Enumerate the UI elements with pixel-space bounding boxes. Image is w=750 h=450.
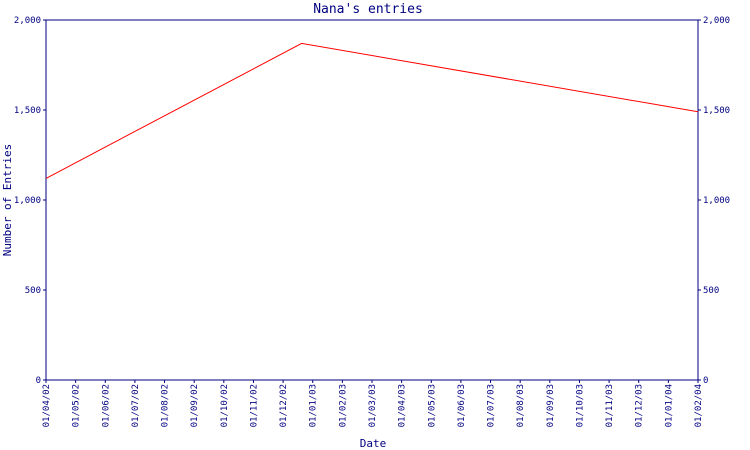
x-tick-label: 01/12/03 bbox=[635, 384, 645, 427]
x-tick-label: 01/07/02 bbox=[131, 384, 141, 427]
x-tick-label: 01/09/02 bbox=[190, 384, 200, 427]
y-axis-right: 0 500 1,000 1,500 2,000 bbox=[698, 16, 730, 386]
x-tick-label: 01/08/02 bbox=[161, 384, 171, 427]
x-tick-label: 01/09/03 bbox=[546, 384, 556, 427]
y-tick-label-right: 1,000 bbox=[703, 196, 730, 206]
x-tick-label: 01/10/03 bbox=[575, 384, 585, 427]
x-tick-label: 01/05/03 bbox=[427, 384, 437, 427]
y-tick-label-left: 0 bbox=[36, 376, 41, 386]
y-tick-label-left: 1,500 bbox=[14, 106, 41, 116]
x-tick-label: 01/06/03 bbox=[457, 384, 467, 427]
x-tick-label: 01/04/02 bbox=[42, 384, 52, 427]
y-axis-left: 0 500 1,000 1,500 2,000 bbox=[14, 16, 46, 386]
x-tick-label: 01/05/02 bbox=[72, 384, 82, 427]
x-tick-label: 01/01/03 bbox=[309, 384, 319, 427]
x-axis: 01/04/02 01/05/02 01/06/02 01/07/02 01/08/02… bbox=[42, 380, 704, 427]
x-tick-label: 01/04/03 bbox=[398, 384, 408, 427]
y-tick-label-right: 1,500 bbox=[703, 106, 730, 116]
series-layer bbox=[45, 42, 699, 179]
chart-title: Nana's entries bbox=[313, 2, 423, 17]
y-tick-label-left: 500 bbox=[25, 286, 41, 296]
x-tick-label: 01/11/03 bbox=[605, 384, 615, 427]
y-tick-label-left: 2,000 bbox=[14, 16, 41, 26]
x-tick-label: 01/06/02 bbox=[101, 384, 111, 427]
x-axis-label: Date bbox=[360, 437, 387, 450]
x-tick-label: 01/08/03 bbox=[516, 384, 526, 427]
x-tick-label: 01/01/04 bbox=[664, 384, 674, 427]
x-tick-label: 01/07/03 bbox=[487, 384, 497, 427]
x-tick-label: 01/10/02 bbox=[220, 384, 230, 427]
y-tick-label-right: 0 bbox=[703, 376, 708, 386]
x-tick-label: 01/03/03 bbox=[368, 384, 378, 427]
x-tick-label: 01/12/02 bbox=[279, 384, 289, 427]
y-tick-label-right: 500 bbox=[703, 286, 719, 296]
y-axis-label: Number of Entries bbox=[1, 144, 14, 257]
series-line bbox=[45, 42, 699, 179]
y-tick-label-left: 1,000 bbox=[14, 196, 41, 206]
y-tick-label-right: 2,000 bbox=[703, 16, 730, 26]
x-tick-label: 01/11/02 bbox=[249, 384, 259, 427]
x-tick-label: 01/02/03 bbox=[338, 384, 348, 427]
x-tick-label: 01/02/04 bbox=[694, 384, 704, 427]
plot-frame bbox=[45, 19, 699, 381]
